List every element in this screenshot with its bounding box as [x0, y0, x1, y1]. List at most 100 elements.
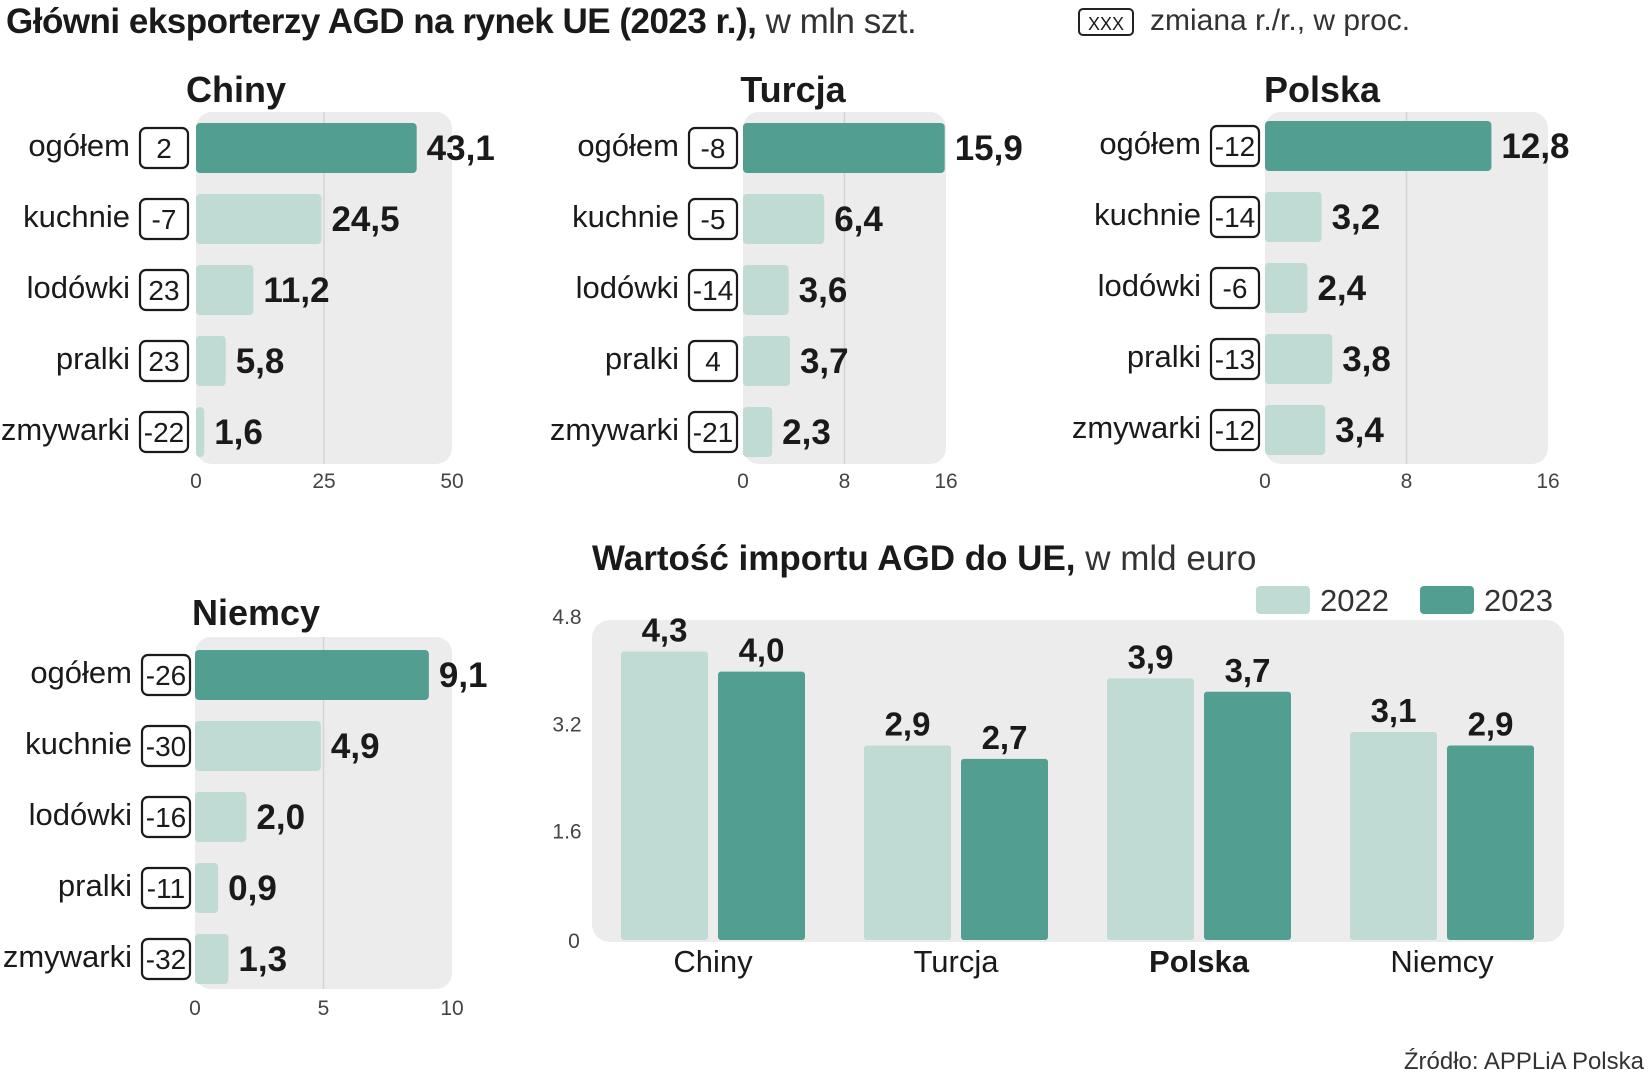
value-label: 3,4: [1335, 411, 1384, 450]
change-legend-box: XXX: [1078, 8, 1134, 36]
category-label: Chiny: [673, 944, 753, 979]
axis-tick-label: 0: [568, 930, 580, 953]
change-box: [140, 653, 192, 697]
chart-chiny: Chiny 43,1 2 ogółem 24,5 -7 kuchnie 11,2 23 lodów…: [0, 60, 520, 500]
category-label: lodówki: [576, 270, 679, 305]
value-label: 2,7: [982, 719, 1028, 756]
bar-polska-2022: [1107, 678, 1194, 940]
import-chart-title: Wartość importu AGD do UE, w mld euro: [592, 539, 1256, 578]
axis-tick-label: 16: [934, 470, 957, 493]
bar-lodowki: [1265, 263, 1308, 313]
change-box: [138, 197, 190, 241]
change-legend-text: zmiana r./r., w proc.: [1150, 4, 1411, 37]
category-label: pralki: [1127, 339, 1201, 374]
change-value: -16: [146, 802, 186, 833]
bar-turcja-2022: [864, 745, 951, 940]
chart-title: Niemcy: [192, 592, 320, 633]
change-box: [140, 795, 192, 839]
axis-tick-label: 16: [1536, 470, 1559, 493]
value-label: 4,0: [739, 632, 785, 669]
change-box: [687, 197, 739, 241]
change-box: [687, 126, 739, 170]
change-box: [1209, 124, 1261, 168]
value-label: 43,1: [427, 129, 495, 168]
change-value: -22: [144, 417, 184, 448]
value-label: 1,6: [214, 413, 263, 452]
value-label: 24,5: [331, 200, 399, 239]
bar-turcja-2023: [961, 758, 1048, 940]
change-value: -30: [146, 731, 186, 762]
change-value: -7: [152, 204, 177, 235]
category-label: ogółem: [28, 128, 130, 163]
change-value: 2: [156, 133, 172, 164]
category-label: ogółem: [30, 655, 132, 690]
value-label: 4,9: [331, 727, 380, 766]
value-label: 2,0: [256, 798, 305, 837]
plot-background: [592, 620, 1564, 942]
axis-tick-label: 0: [737, 470, 749, 493]
axis-tick-label: 25: [312, 470, 335, 493]
value-label: 15,9: [955, 129, 1023, 168]
value-label: 5,8: [236, 342, 285, 381]
chart-turcja: Turcja 15,9 -8 ogółem 6,4 -5 kuchnie 3,6 -14 lodó…: [548, 60, 1068, 500]
change-box: [138, 339, 190, 383]
axis-tick-label: 3.2: [552, 713, 581, 736]
bar-zmywarki: [195, 934, 229, 984]
change-value: -5: [701, 204, 726, 235]
value-label: 3,8: [1342, 340, 1391, 379]
value-label: 2,3: [782, 413, 831, 452]
bar-chiny-2023: [718, 671, 805, 940]
change-box: [687, 268, 739, 312]
bar-ogolem: [743, 123, 945, 173]
value-label: 9,1: [439, 656, 488, 695]
value-label: 4,3: [642, 612, 688, 649]
axis-tick-label: 8: [1401, 470, 1413, 493]
change-value: -12: [1215, 415, 1255, 446]
value-label: 3,6: [799, 271, 848, 310]
bar-kuchnie: [1265, 192, 1322, 242]
bar-lodowki: [196, 265, 254, 315]
value-label: 2,9: [885, 705, 931, 742]
change-box: [687, 410, 739, 454]
legend-label: 2023: [1484, 583, 1553, 618]
change-box: [138, 126, 190, 170]
category-label: kuchnie: [23, 199, 130, 234]
category-label: lodówki: [29, 797, 132, 832]
chart-svg: Turcja 15,9 -8 ogółem 6,4 -5 kuchnie 3,6 -14 lodó…: [550, 69, 1023, 493]
axis-tick-label: 1.6: [552, 821, 581, 844]
import-title-bold: Wartość importu AGD do UE,: [592, 539, 1085, 578]
category-label: Niemcy: [1390, 944, 1494, 979]
bar-polska-2023: [1204, 691, 1291, 940]
bar-pralki: [1265, 334, 1333, 384]
bar-pralki: [195, 863, 219, 913]
bar-ogolem: [1265, 121, 1492, 171]
bar-niemcy-2023: [1447, 745, 1534, 940]
main-title-unit: w mln szt.: [765, 2, 917, 41]
change-value: -14: [1215, 202, 1255, 233]
axis-tick-label: 4.8: [552, 606, 581, 629]
axis-tick-label: 10: [440, 997, 463, 1020]
import-title-unit: w mld euro: [1084, 539, 1256, 578]
bar-pralki: [743, 336, 790, 386]
change-box: [140, 937, 192, 981]
category-label: pralki: [605, 341, 679, 376]
legend-swatch-2022: [1256, 586, 1310, 614]
change-box: [1209, 337, 1261, 381]
bar-lodowki: [195, 792, 247, 842]
change-value: 23: [148, 275, 179, 306]
category-label: pralki: [56, 341, 130, 376]
change-box: [140, 724, 192, 768]
change-box: [1209, 266, 1261, 310]
bar-kuchnie: [195, 721, 321, 771]
category-label: zmywarki: [1, 412, 130, 447]
category-label: pralki: [58, 868, 132, 903]
category-label: lodówki: [1098, 268, 1201, 303]
change-value: -14: [693, 275, 733, 306]
bar-chiny-2022: [621, 651, 708, 940]
header: Główni eksporterzy AGD na rynek UE (2023…: [0, 0, 1652, 56]
value-label: 0,9: [228, 869, 277, 908]
axis-tick-label: 0: [1259, 470, 1271, 493]
change-box: [1209, 408, 1261, 452]
category-label: ogółem: [1099, 126, 1201, 161]
change-value: -11: [147, 873, 185, 904]
